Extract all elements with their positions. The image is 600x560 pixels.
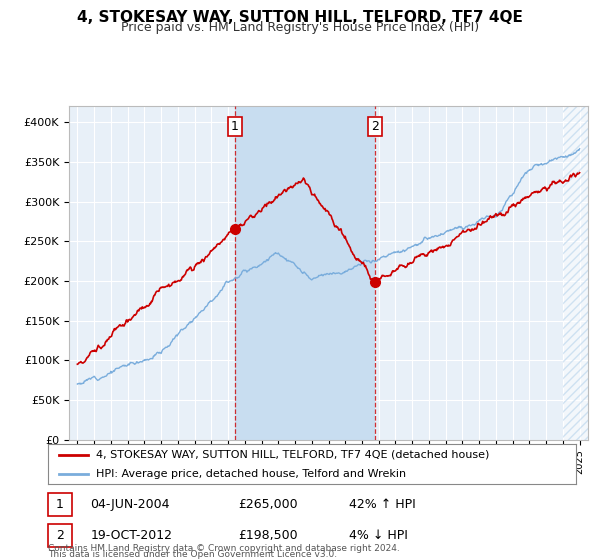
Text: 4, STOKESAY WAY, SUTTON HILL, TELFORD, TF7 4QE: 4, STOKESAY WAY, SUTTON HILL, TELFORD, T… — [77, 10, 523, 25]
Text: 1: 1 — [56, 498, 64, 511]
Text: 4% ↓ HPI: 4% ↓ HPI — [349, 529, 408, 542]
Text: £265,000: £265,000 — [238, 498, 298, 511]
FancyBboxPatch shape — [48, 524, 72, 547]
Text: 2: 2 — [371, 120, 379, 133]
Text: HPI: Average price, detached house, Telford and Wrekin: HPI: Average price, detached house, Telf… — [95, 469, 406, 478]
Text: 42% ↑ HPI: 42% ↑ HPI — [349, 498, 416, 511]
Text: This data is licensed under the Open Government Licence v3.0.: This data is licensed under the Open Gov… — [48, 550, 337, 559]
Text: 2: 2 — [56, 529, 64, 542]
Text: Price paid vs. HM Land Registry's House Price Index (HPI): Price paid vs. HM Land Registry's House … — [121, 21, 479, 34]
Text: 4, STOKESAY WAY, SUTTON HILL, TELFORD, TF7 4QE (detached house): 4, STOKESAY WAY, SUTTON HILL, TELFORD, T… — [95, 450, 489, 460]
Bar — [235, 106, 375, 440]
Text: 1: 1 — [231, 120, 239, 133]
Text: £198,500: £198,500 — [238, 529, 298, 542]
Text: 04-JUN-2004: 04-JUN-2004 — [90, 498, 170, 511]
Text: Contains HM Land Registry data © Crown copyright and database right 2024.: Contains HM Land Registry data © Crown c… — [48, 544, 400, 553]
FancyBboxPatch shape — [48, 493, 72, 516]
Bar — [563, 106, 588, 440]
Bar — [563, 106, 588, 440]
Text: 19-OCT-2012: 19-OCT-2012 — [90, 529, 172, 542]
